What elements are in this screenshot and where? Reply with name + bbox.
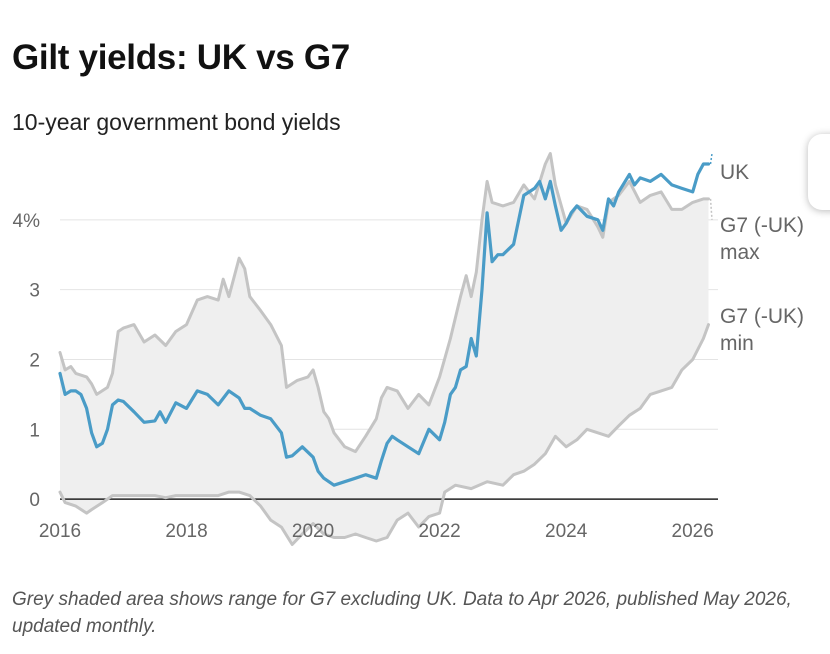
series-label-line: G7 (-UK) [720, 305, 804, 328]
g7-max-label-connector [709, 198, 713, 220]
line-chart: 0 1 2 3 4% 2016 2018 2020 2022 2024 2026 UK G7 (-U… [13, 152, 804, 546]
series-label-uk: UK [720, 161, 749, 184]
chart-title: Gilt yields: UK vs G7 [12, 38, 350, 77]
series-label-line: min [720, 332, 754, 355]
x-axis: 2016 2018 2020 2022 2024 2026 [39, 521, 714, 542]
series-label-line: G7 (-UK) [720, 214, 804, 237]
x-tick-label: 2018 [165, 521, 207, 542]
uk-label-connector [709, 153, 713, 165]
y-tick-label: 2 [29, 350, 40, 371]
g7-min-line [58, 323, 710, 546]
footnote: Grey shaded area shows range for G7 excl… [12, 589, 792, 637]
series-labels: UK G7 (-UK) max G7 (-UK) min [720, 161, 804, 355]
y-axis: 0 1 2 3 4% [13, 211, 41, 511]
y-tick-label: 3 [29, 281, 40, 302]
series-label-line: max [720, 241, 760, 264]
x-tick-label: 2024 [545, 521, 588, 542]
series-lines [58, 152, 713, 546]
x-tick-label: 2026 [672, 521, 714, 542]
more-options-button[interactable]: ⋮ [808, 134, 830, 210]
series-label-g7-min: G7 (-UK) min [720, 305, 804, 355]
y-tick-label: 1 [29, 420, 40, 441]
chart-subtitle: 10-year government bond yields [12, 109, 341, 135]
y-tick-label: 4% [13, 211, 41, 232]
g7-max-line [58, 152, 710, 454]
uk-line [58, 162, 711, 487]
g7-range-area [60, 153, 709, 545]
series-label-g7-max: G7 (-UK) max [720, 214, 804, 264]
x-tick-label: 2022 [418, 521, 460, 542]
x-tick-label: 2016 [39, 521, 81, 542]
x-tick-label: 2020 [292, 521, 334, 542]
y-tick-label: 0 [29, 490, 40, 511]
more-options-icon: ⋮ [826, 158, 830, 175]
